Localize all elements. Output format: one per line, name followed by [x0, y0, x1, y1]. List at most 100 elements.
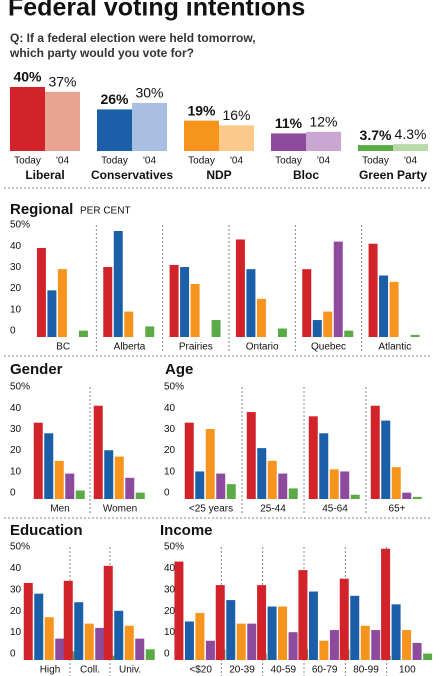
bar — [257, 448, 267, 499]
x-tick-label: Women — [103, 504, 137, 515]
bar — [339, 578, 349, 660]
bar — [323, 311, 333, 337]
period-label: Today — [275, 156, 302, 167]
value-label: 12% — [309, 114, 337, 130]
bar — [23, 582, 33, 660]
x-tick-label: Atlantic — [378, 342, 411, 353]
bar — [124, 311, 134, 337]
bar — [381, 548, 391, 660]
bar — [402, 630, 412, 660]
y-tick-label: 50% — [10, 220, 30, 231]
period-label: '04 — [317, 156, 330, 167]
panel-title: Education — [10, 522, 83, 539]
bar — [319, 640, 329, 660]
y-tick-label: 20 — [10, 283, 22, 294]
bar — [65, 473, 75, 499]
bar — [246, 269, 256, 337]
party-name: Bloc — [293, 168, 319, 182]
y-tick-label: 20 — [10, 606, 22, 617]
value-label: 4.3% — [395, 126, 427, 142]
bar — [33, 422, 43, 499]
y-tick-label: 10 — [164, 466, 176, 477]
period-label: '04 — [56, 156, 69, 167]
panel-title: Age — [165, 361, 193, 378]
value-label: 19% — [187, 102, 216, 118]
panel-title: Gender — [10, 361, 63, 378]
bar — [95, 627, 105, 660]
bar — [216, 473, 226, 499]
panel-title: Regional — [10, 201, 73, 218]
bar — [78, 330, 88, 337]
bar — [34, 593, 44, 660]
bar — [45, 91, 80, 151]
bar — [36, 247, 46, 337]
bar — [125, 477, 135, 499]
bar — [257, 585, 267, 660]
bar — [381, 420, 391, 499]
bar — [44, 617, 54, 660]
bar — [195, 471, 205, 499]
period-label: '04 — [404, 156, 417, 167]
x-tick-label: Coll. — [80, 665, 100, 676]
x-tick-label: Prairies — [179, 342, 213, 353]
bar — [190, 284, 200, 337]
bar — [267, 460, 277, 499]
x-tick-label: 65+ — [389, 504, 406, 515]
bar — [393, 144, 428, 151]
y-tick-label: 40 — [164, 563, 176, 574]
y-tick-label: 0 — [10, 326, 16, 337]
bar — [308, 591, 318, 660]
y-tick-label: 40 — [10, 241, 22, 252]
y-tick-label: 40 — [10, 403, 22, 414]
bar — [184, 621, 194, 660]
bar — [402, 492, 412, 499]
bar — [329, 630, 339, 660]
x-tick-label: 100 — [399, 665, 416, 676]
bar — [205, 429, 215, 499]
y-tick-label: 10 — [10, 466, 22, 477]
value-label: 3.7% — [360, 127, 392, 143]
bar — [205, 640, 215, 660]
bar — [360, 625, 370, 660]
y-tick-label: 40 — [10, 563, 22, 574]
bar — [288, 632, 298, 660]
y-tick-label: 20 — [164, 445, 176, 456]
x-tick-label: 20-39 — [229, 665, 255, 676]
bar — [319, 433, 329, 499]
bar — [47, 290, 57, 337]
period-label: '04 — [230, 156, 243, 167]
bar — [97, 109, 132, 151]
bar — [84, 623, 94, 660]
bar — [211, 320, 221, 337]
value-label: 11% — [275, 115, 303, 131]
bar — [410, 334, 420, 337]
period-label: Today — [188, 156, 215, 167]
value-label: 26% — [100, 91, 129, 107]
period-label: Today — [101, 156, 128, 167]
y-tick-label: 20 — [10, 445, 22, 456]
bar — [54, 460, 64, 499]
y-tick-label: 50% — [164, 382, 184, 393]
y-tick-label: 10 — [10, 627, 22, 638]
value-label: 37% — [48, 74, 76, 90]
party-name: Conservatives — [91, 168, 173, 182]
bar — [371, 630, 381, 660]
bar — [174, 561, 184, 660]
x-tick-label: <$20 — [189, 665, 212, 676]
x-tick-label: 60-79 — [312, 665, 338, 676]
x-tick-label: <25 years — [189, 504, 233, 515]
bar — [104, 450, 114, 499]
y-tick-label: 10 — [164, 627, 176, 638]
period-label: Today — [362, 156, 389, 167]
x-tick-label: 80-99 — [353, 665, 379, 676]
party-name: Liberal — [25, 168, 64, 182]
y-tick-label: 0 — [164, 649, 170, 660]
x-tick-label: High — [40, 665, 61, 676]
y-tick-label: 50% — [10, 382, 30, 393]
period-label: '04 — [143, 156, 156, 167]
bar — [358, 145, 393, 151]
bar — [124, 625, 134, 660]
bar — [333, 241, 343, 337]
bar — [226, 600, 236, 660]
